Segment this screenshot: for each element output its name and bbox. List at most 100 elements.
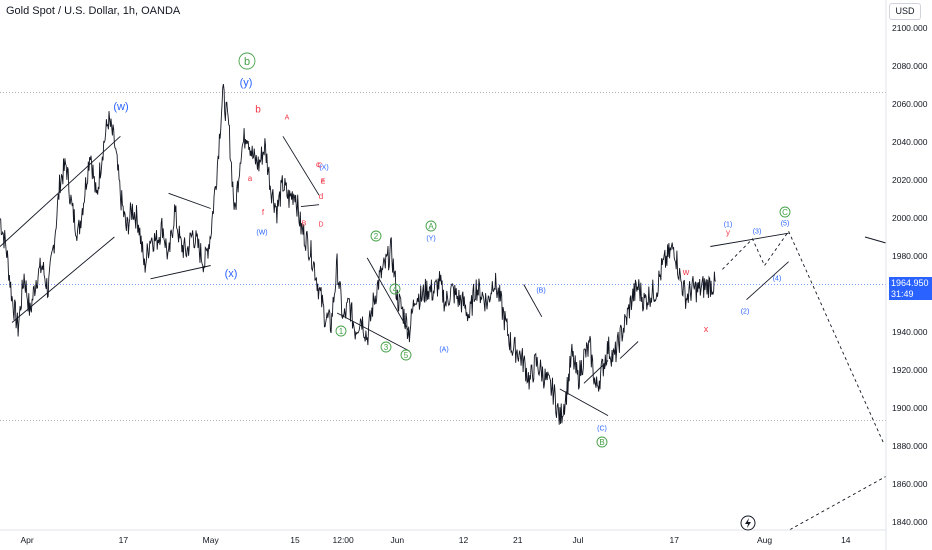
y-tick-label: 2060.000	[892, 99, 928, 109]
bar-countdown: 31:49	[891, 289, 914, 299]
x-tick-label: 17	[670, 535, 680, 545]
wave-label: (C)	[597, 426, 607, 433]
wave-label: (4)	[773, 276, 782, 283]
projection-path	[788, 231, 885, 445]
lightning-icon[interactable]	[740, 515, 756, 531]
y-tick-label: 1940.000	[892, 327, 928, 337]
x-tick-label: 12:00	[332, 535, 354, 545]
wave-label: 2	[374, 232, 379, 241]
wave-label: B	[302, 221, 307, 228]
wave-label-circle	[380, 341, 392, 353]
y-tick-label: 1900.000	[892, 403, 928, 413]
y-tick-label: 2040.000	[892, 137, 928, 147]
wave-label: f	[262, 208, 265, 217]
wave-label: x	[704, 324, 709, 334]
x-tick-label: 14	[841, 535, 851, 545]
projection-path	[789, 476, 887, 530]
trend-line	[864, 236, 887, 244]
reference-lines	[0, 92, 886, 421]
wave-label-circle	[425, 220, 437, 232]
wave-label: C	[782, 208, 788, 217]
wave-label: (x)	[225, 268, 238, 280]
wave-label: D	[318, 222, 323, 229]
wave-label: (W)	[256, 230, 267, 237]
y-tick-label: 1880.000	[892, 441, 928, 451]
trend-line	[336, 312, 410, 352]
currency-button[interactable]: USD	[889, 3, 921, 20]
wave-label: e	[321, 179, 325, 186]
wave-labels: (w) (y) (x) a b c de f A B C D E (X) (W) (Y) (A) (B) (C) (1…	[113, 52, 791, 448]
wave-label: (2)	[741, 309, 750, 316]
x-tick-label: May	[203, 535, 220, 545]
wave-label: d	[319, 192, 323, 201]
price-series-line	[0, 84, 717, 425]
wave-label: (Y)	[426, 236, 435, 243]
x-tick-label: 15	[290, 535, 300, 545]
y-tick-label: 2080.000	[892, 61, 928, 71]
wave-label: (A)	[439, 347, 448, 354]
wave-label-circle	[400, 349, 412, 361]
trend-line	[366, 257, 410, 333]
wave-label: B	[599, 438, 604, 447]
wave-label-circle	[596, 436, 608, 448]
y-tick-label: 2020.000	[892, 175, 928, 185]
trend-line	[710, 232, 789, 247]
wave-label: (1)	[724, 222, 733, 229]
wave-label: c	[316, 160, 320, 169]
last-price: 1964.950	[891, 278, 929, 288]
trend-lines	[0, 135, 887, 416]
wave-label: 3	[384, 343, 389, 352]
wave-label-circle	[335, 325, 347, 337]
wave-label: (B)	[536, 288, 545, 295]
x-tick-label: Aug	[757, 535, 772, 545]
trend-line	[150, 265, 211, 280]
wave-label: E	[321, 179, 326, 186]
wave-label: (5)	[781, 221, 790, 228]
chart-title: Gold Spot / U.S. Dollar, 1h, OANDA	[6, 5, 181, 17]
wave-label-circle	[389, 283, 401, 295]
x-tick-label: 12	[459, 535, 469, 545]
wave-label: (w)	[113, 101, 128, 113]
trend-line	[746, 261, 789, 301]
last-price-tag: 1964.950 31:49	[889, 277, 932, 300]
trend-line	[282, 136, 320, 196]
projection-lines	[722, 231, 887, 530]
wave-label: b	[255, 105, 261, 116]
x-tick-label: Jun	[390, 535, 404, 545]
trend-line	[300, 204, 320, 208]
x-tick-label: Jul	[572, 535, 583, 545]
wave-label: 4	[393, 285, 398, 294]
x-tick-label: 17	[119, 535, 129, 545]
wave-label: 5	[404, 351, 409, 360]
wave-label: w	[682, 267, 690, 277]
y-tick-label: 1920.000	[892, 365, 928, 375]
price-axis[interactable]: 2100.000 2080.000 2060.000 2040.000 2020.000…	[892, 23, 928, 527]
y-tick-label: 1980.000	[892, 251, 928, 261]
wave-label: (X)	[319, 165, 328, 172]
y-tick-label: 2100.000	[892, 23, 928, 33]
y-tick-label: 2000.000	[892, 213, 928, 223]
wave-label: a	[248, 174, 253, 183]
wave-label: b	[244, 56, 250, 68]
trend-line	[168, 192, 211, 209]
wave-label: 1	[339, 327, 344, 336]
wave-label-circle	[238, 52, 256, 70]
wave-label: A	[285, 115, 290, 122]
trend-line	[619, 341, 639, 359]
trend-line	[11, 236, 115, 323]
trend-line	[523, 284, 543, 318]
projection-path	[722, 231, 789, 270]
time-axis[interactable]: Apr 17 May 15 12:00 Jun 12 21 Jul 17 Aug 14	[20, 535, 850, 545]
x-tick-label: 21	[513, 535, 523, 545]
wave-label: C	[317, 163, 322, 170]
wave-label: (3)	[753, 229, 762, 236]
wave-label-circle	[370, 230, 382, 242]
x-tick-label: Apr	[20, 535, 33, 545]
wave-label: (y)	[240, 77, 253, 89]
y-tick-label: 1840.000	[892, 517, 928, 527]
wave-label: y	[726, 228, 730, 237]
wave-label: A	[428, 222, 434, 231]
y-tick-label: 1860.000	[892, 479, 928, 489]
wave-label-circle	[779, 206, 791, 218]
